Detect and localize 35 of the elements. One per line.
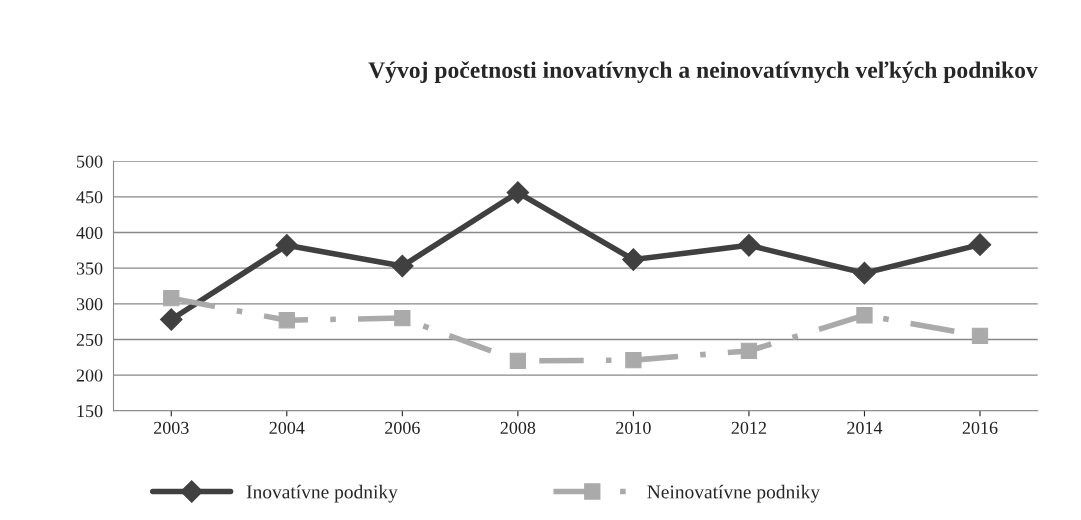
- point: [625, 352, 642, 369]
- y-tick-label: 350: [76, 262, 103, 275]
- point: [968, 233, 992, 256]
- legend-label: Inovatívne podniky: [246, 484, 398, 503]
- y-tick-label: 300: [76, 298, 103, 311]
- x-tick-label: 2006: [385, 421, 420, 434]
- x-tick-label: 2014: [847, 421, 883, 434]
- point: [853, 261, 876, 285]
- x-tick-label: 2004: [269, 421, 305, 434]
- point: [275, 234, 299, 257]
- x-tick-label: 2003: [154, 421, 189, 434]
- x-tick-label: 2012: [731, 421, 766, 434]
- y-tick-label: 200: [76, 369, 103, 382]
- y-tick-label: 450: [76, 191, 103, 204]
- point: [278, 312, 295, 329]
- point: [506, 181, 530, 204]
- point: [391, 254, 414, 278]
- y-tick-label: 400: [76, 226, 103, 239]
- x-tick-label: 2010: [616, 421, 651, 434]
- y-tick-label: 500: [77, 155, 103, 168]
- y-tick-label: 250: [76, 333, 103, 346]
- point: [971, 327, 989, 345]
- point: [737, 234, 761, 257]
- y-tick-label: 150: [77, 405, 103, 418]
- point: [163, 289, 180, 307]
- point: [856, 307, 873, 324]
- point: [394, 309, 411, 327]
- point: [509, 352, 527, 370]
- x-tick-label: 2016: [962, 421, 998, 434]
- legend-label: Neinovatívne podniky: [647, 484, 821, 503]
- point: [740, 342, 758, 360]
- point: [622, 248, 645, 271]
- point: [159, 308, 183, 331]
- chart-title: Vývoj početnosti inovatívnych a neinovatívnych veľkých podnikov: [368, 61, 1038, 83]
- x-tick-label: 2008: [500, 421, 536, 434]
